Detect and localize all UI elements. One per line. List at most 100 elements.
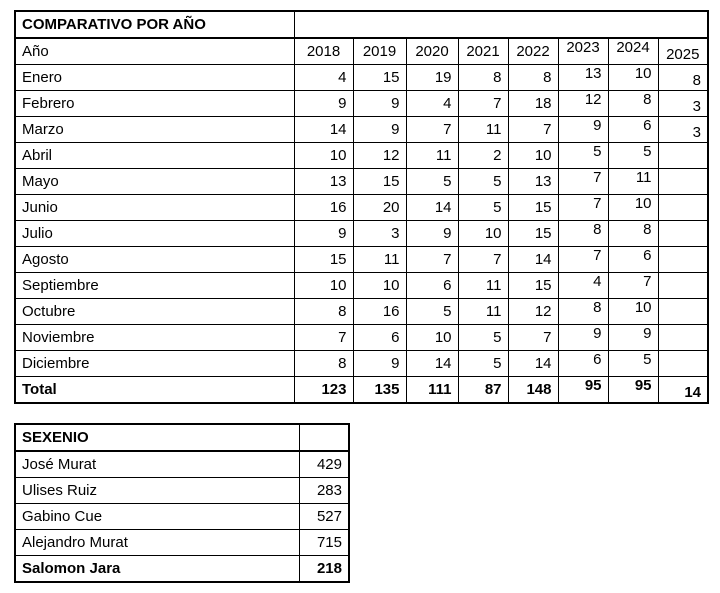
value-cell: 7 <box>405 246 459 273</box>
year-header-cell-text: 2023 <box>566 39 600 56</box>
sexenio-name: José Murat <box>14 450 300 478</box>
value-cell: 9 <box>557 116 609 143</box>
value-cell: 13 <box>507 168 559 195</box>
comparativo-title: COMPARATIVO POR AÑO <box>14 10 295 39</box>
value-cell-text: 5 <box>443 173 452 190</box>
value-cell: 15 <box>507 220 559 247</box>
value-cell-text: 5 <box>493 199 502 216</box>
value-cell: 12 <box>557 90 609 117</box>
total-label: Total <box>14 376 295 404</box>
sexenio-name-text: Gabino Cue <box>22 508 103 525</box>
table-row: Septiembre 10 10 6 11 15 4 7 <box>14 272 709 299</box>
total-cell-text: 123 <box>321 381 347 398</box>
table-row: Ulises Ruiz 283 <box>14 477 350 504</box>
table-row: Gabino Cue 527 <box>14 503 350 530</box>
value-cell-text: 7 <box>593 195 602 213</box>
table-row: Marzo 14 9 7 11 7 9 6 3 <box>14 116 709 143</box>
value-cell-text: 6 <box>593 351 602 369</box>
sexenio-value-text: 218 <box>316 560 342 577</box>
total-cell-text: 95 <box>584 377 602 394</box>
month-label-text: Septiembre <box>22 277 99 294</box>
value-cell-text: 15 <box>329 251 347 268</box>
year-header-cell-text: 2018 <box>306 43 341 60</box>
total-cell-text: 95 <box>634 377 652 394</box>
table-row: Diciembre 8 9 14 5 14 6 5 <box>14 350 709 377</box>
value-cell: 7 <box>557 194 609 221</box>
total-cell: 148 <box>507 376 559 404</box>
value-cell-text: 11 <box>383 251 400 268</box>
value-cell-text: 7 <box>543 121 552 138</box>
value-cell: 6 <box>607 116 659 143</box>
value-cell <box>657 194 709 221</box>
total-cell-text: 87 <box>484 381 502 398</box>
value-cell: 8 <box>557 220 609 247</box>
sexenio-title: SEXENIO <box>14 423 300 452</box>
total-cell-text: 111 <box>428 381 452 398</box>
value-cell: 10 <box>293 142 354 169</box>
table-row: Julio 9 3 9 10 15 8 8 <box>14 220 709 247</box>
value-cell-text: 5 <box>593 143 602 161</box>
value-cell-text: 3 <box>391 225 400 242</box>
value-cell-text: 7 <box>543 329 552 346</box>
month-label: Mayo <box>14 168 295 195</box>
value-cell: 8 <box>293 298 354 325</box>
value-cell-text: 6 <box>443 277 452 294</box>
year-header-row: Año 2018 2019 2020 2021 2022 2023 2024 2025 <box>14 37 709 65</box>
value-cell: 9 <box>557 324 609 351</box>
year-header-cell-text: 2021 <box>466 43 500 60</box>
sexenio-value-text: 527 <box>316 508 342 525</box>
value-cell: 4 <box>557 272 609 299</box>
value-cell-text: 20 <box>382 199 400 216</box>
value-cell-text: 8 <box>493 69 502 86</box>
sexenio-value-text: 429 <box>316 456 342 473</box>
month-label: Agosto <box>14 246 295 273</box>
total-cell: 135 <box>352 376 407 404</box>
value-cell: 3 <box>657 116 709 143</box>
value-cell: 10 <box>293 272 354 299</box>
value-cell-text: 11 <box>485 121 502 138</box>
value-cell-text: 5 <box>643 143 652 161</box>
value-cell: 9 <box>352 116 407 143</box>
sexenio-value: 527 <box>298 503 350 530</box>
value-cell: 8 <box>657 64 709 91</box>
value-cell: 5 <box>405 168 459 195</box>
value-cell-text: 15 <box>534 225 552 242</box>
value-cell <box>657 246 709 273</box>
year-header-cell: 2023 <box>557 37 609 65</box>
value-cell-text: 5 <box>493 173 502 190</box>
value-cell: 14 <box>405 350 459 377</box>
value-cell-text: 5 <box>493 355 502 372</box>
month-label: Abril <box>14 142 295 169</box>
value-cell: 18 <box>507 90 559 117</box>
value-cell: 5 <box>457 168 509 195</box>
table-row: Junio 16 20 14 5 15 7 10 <box>14 194 709 221</box>
month-label: Septiembre <box>14 272 295 299</box>
value-cell-text: 5 <box>443 303 452 320</box>
value-cell: 10 <box>607 298 659 325</box>
value-cell: 8 <box>607 220 659 247</box>
value-cell-text: 3 <box>692 98 701 115</box>
value-cell-text: 8 <box>543 69 552 86</box>
value-cell: 8 <box>457 64 509 91</box>
table-row: Alejandro Murat 715 <box>14 529 350 556</box>
sexenio-name: Gabino Cue <box>14 503 300 530</box>
value-cell: 10 <box>457 220 509 247</box>
value-cell-text: 13 <box>329 173 347 190</box>
year-header-cell-text: 2022 <box>516 43 550 60</box>
year-header-cell: 2018 <box>293 37 354 65</box>
value-cell-text: 7 <box>593 169 602 187</box>
value-cell-text: 7 <box>338 329 347 346</box>
value-cell-text: 9 <box>391 95 400 112</box>
value-cell-text: 14 <box>434 199 452 216</box>
value-cell: 5 <box>557 142 609 169</box>
total-cell: 123 <box>293 376 354 404</box>
total-cell-text: 14 <box>684 384 701 401</box>
value-cell: 14 <box>507 350 559 377</box>
value-cell-text: 14 <box>534 355 552 372</box>
value-cell-text: 9 <box>593 325 602 343</box>
value-cell: 11 <box>457 298 509 325</box>
value-cell: 5 <box>457 194 509 221</box>
value-cell: 9 <box>293 90 354 117</box>
value-cell: 10 <box>607 194 659 221</box>
year-header-cell: 2021 <box>457 37 509 65</box>
